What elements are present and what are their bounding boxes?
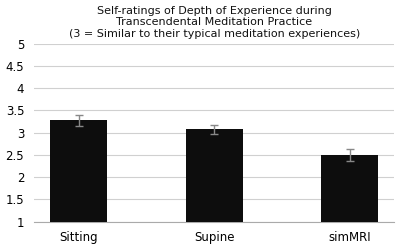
Bar [50, 120, 107, 222]
Bar [186, 129, 243, 222]
Bar [321, 155, 378, 222]
Title: Self-ratings of Depth of Experience during
Transcendental Meditation Practice
(3: Self-ratings of Depth of Experience duri… [68, 6, 360, 39]
